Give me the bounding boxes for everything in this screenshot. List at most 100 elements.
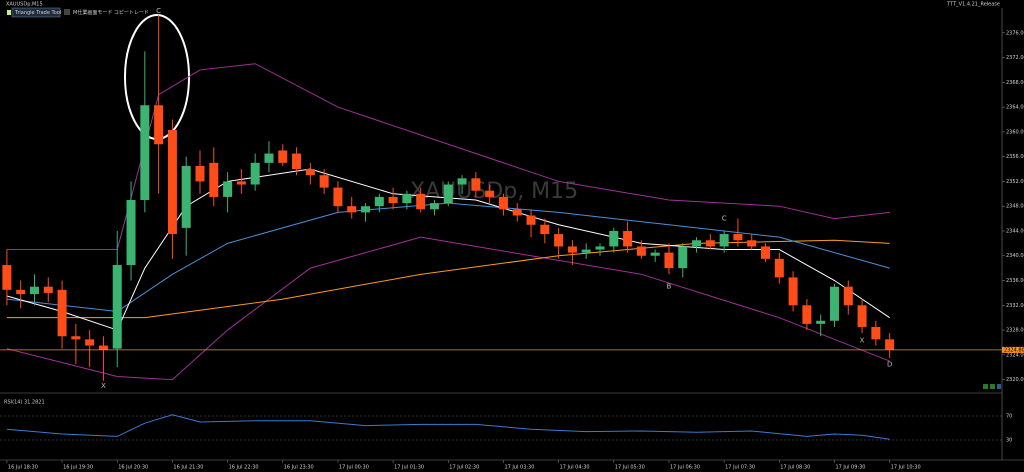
x-tick-label: 16 Jul 19:30 xyxy=(63,465,93,471)
x-tick-label: 17 Jul 04:30 xyxy=(560,465,590,471)
candle-body xyxy=(71,336,81,340)
candle-body xyxy=(540,224,550,235)
candle-body xyxy=(733,234,743,241)
candle-body xyxy=(885,339,895,350)
tool-button[interactable] xyxy=(11,7,61,18)
candle-body xyxy=(347,206,357,213)
y-tick-label: 2348.00 xyxy=(1006,204,1024,210)
candle-body xyxy=(292,153,302,170)
candle-body xyxy=(636,246,646,256)
corner-button[interactable] xyxy=(997,384,1001,389)
x-tick-label: 17 Jul 09:30 xyxy=(835,465,865,471)
version-label: TTT_V1.4.21_Release xyxy=(946,2,1000,8)
x-tick-label: 16 Jul 18:30 xyxy=(8,465,38,471)
candle-body xyxy=(554,234,564,247)
candle-body xyxy=(650,252,660,256)
x-tick-label: 16 Jul 23:30 xyxy=(284,465,314,471)
y-tick-label: 2332.00 xyxy=(1006,303,1024,309)
candle-body xyxy=(154,105,164,145)
bid-label: 2324.80 xyxy=(1004,347,1024,353)
symbol-title: XAUUSDp,M15 xyxy=(6,2,43,8)
candle-body xyxy=(443,184,453,204)
y-tick-label: 2352.00 xyxy=(1006,179,1024,185)
candle-body xyxy=(2,265,12,290)
x-tick-label: 17 Jul 05:30 xyxy=(615,465,645,471)
candle-body xyxy=(374,196,384,207)
candle-body xyxy=(98,345,108,350)
tool-button-label[interactable]: Triangle Trade Tool xyxy=(14,10,61,16)
y-tick-label: 30 xyxy=(1006,438,1012,444)
candle-body xyxy=(223,181,233,197)
corner-button[interactable] xyxy=(990,384,995,389)
indicator-title: RSI(14) 31.2821 xyxy=(4,400,45,406)
candle-body xyxy=(319,175,329,188)
candle-body xyxy=(278,150,288,163)
candle-body xyxy=(361,206,371,213)
y-tick-label: 2340.00 xyxy=(1006,253,1024,259)
pattern-point-label: X xyxy=(860,337,865,345)
x-tick-label: 17 Jul 03:30 xyxy=(504,465,534,471)
candle-body xyxy=(388,196,398,204)
candle-body xyxy=(512,209,522,216)
candle-body xyxy=(429,203,439,210)
candle-body xyxy=(843,286,853,306)
y-tick-label: 2320.00 xyxy=(1006,377,1024,383)
candle-body xyxy=(471,178,481,191)
candle-body xyxy=(209,162,219,197)
indicator-line xyxy=(6,239,890,319)
y-tick-label: 2336.00 xyxy=(1006,278,1024,284)
candle-body xyxy=(802,305,812,324)
pattern-point-label: C xyxy=(722,215,727,223)
candle-body xyxy=(457,178,467,185)
candle-body xyxy=(485,190,495,197)
candle-body xyxy=(761,246,771,259)
y-tick-label: 2356.00 xyxy=(1006,154,1024,160)
candle-body xyxy=(195,165,205,182)
pattern-point-label: D xyxy=(887,361,892,369)
candle-body xyxy=(140,105,150,200)
x-tick-label: 16 Jul 21:30 xyxy=(173,465,203,471)
x-tick-label: 16 Jul 22:30 xyxy=(229,465,259,471)
candle-body xyxy=(57,289,67,337)
mode-icon xyxy=(64,9,70,15)
candle-body xyxy=(181,165,191,228)
y-tick-label: 2328.00 xyxy=(1006,328,1024,334)
candle-body xyxy=(581,249,591,253)
candle-body xyxy=(857,305,867,327)
x-tick-label: 17 Jul 00:30 xyxy=(339,465,369,471)
candle-body xyxy=(705,240,715,247)
candle-body xyxy=(747,240,757,247)
candle-body xyxy=(816,320,826,324)
candle-body xyxy=(719,234,729,247)
mode-label[interactable]: M仕業画面モード コピートレード xyxy=(73,9,149,16)
candle-body xyxy=(871,326,881,340)
candle-body xyxy=(416,193,426,210)
pattern-point-label: B xyxy=(667,283,672,291)
x-tick-label: 17 Jul 01:30 xyxy=(394,465,424,471)
candle-body xyxy=(788,277,798,306)
y-tick-label: 2372.00 xyxy=(1006,55,1024,61)
candle-body xyxy=(692,240,702,247)
candle-body xyxy=(236,181,246,185)
pattern-point-label: X xyxy=(101,382,106,390)
candle-body xyxy=(250,162,260,185)
x-tick-label: 17 Jul 07:30 xyxy=(725,465,755,471)
candle-body xyxy=(29,286,39,295)
candle-body xyxy=(305,169,315,176)
candle-body xyxy=(264,153,274,163)
candle-body xyxy=(498,196,508,210)
y-tick-label: 2376.00 xyxy=(1006,30,1024,36)
y-tick-label: 70 xyxy=(1006,414,1012,420)
candle-body xyxy=(167,130,177,235)
y-tick-label: 2364.00 xyxy=(1006,105,1024,111)
candle-body xyxy=(16,289,26,295)
indicator-line xyxy=(6,63,890,251)
candle-body xyxy=(678,246,688,269)
rsi-line xyxy=(6,414,890,440)
y-tick-label: 2324.00 xyxy=(1006,352,1024,358)
candle-body xyxy=(402,193,412,204)
candle-body xyxy=(595,246,605,250)
candle-body xyxy=(333,187,343,207)
corner-button[interactable] xyxy=(983,384,988,389)
